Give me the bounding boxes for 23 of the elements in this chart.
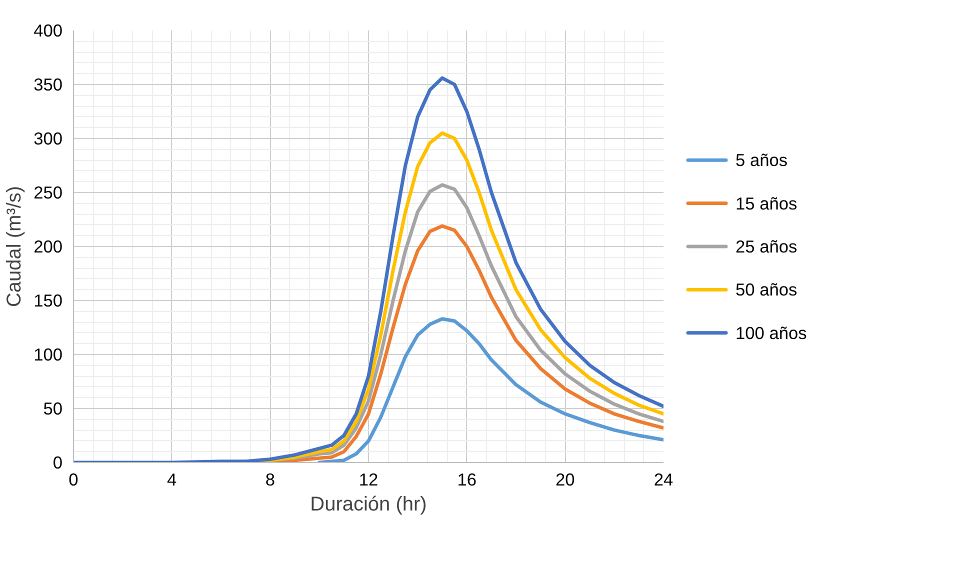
x-tick-label: 4 <box>167 470 178 490</box>
legend-label: 50 años <box>736 280 798 300</box>
y-tick-label: 100 <box>34 344 63 364</box>
y-tick-label: 250 <box>34 182 63 202</box>
y-tick-label: 400 <box>34 20 63 40</box>
legend-label: 15 años <box>736 193 798 214</box>
x-tick-label: 8 <box>265 470 275 490</box>
x-axis-title: Duración (hr) <box>310 494 427 516</box>
y-tick-label: 300 <box>34 128 63 148</box>
x-tick-label: 20 <box>556 470 575 490</box>
x-tick-label: 12 <box>358 470 378 490</box>
y-axis-title: Caudal (m³/s) <box>4 186 26 308</box>
x-tick-label: 0 <box>68 470 78 490</box>
y-tick-label: 0 <box>52 452 63 472</box>
x-tick-label: 16 <box>457 470 476 490</box>
y-tick-label: 350 <box>34 74 63 94</box>
legend-label: 5 años <box>736 150 788 170</box>
legend-label: 25 años <box>736 236 798 256</box>
legend-label: 100 años <box>736 322 808 343</box>
y-tick-label: 200 <box>34 236 63 256</box>
y-tick-label: 150 <box>34 290 63 310</box>
y-tick-label: 50 <box>43 398 63 418</box>
x-tick-label: 24 <box>654 470 674 490</box>
